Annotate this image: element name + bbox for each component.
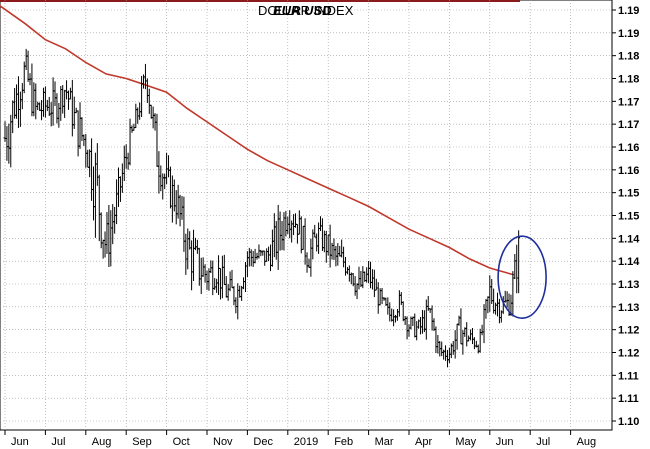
x-tick-label: Aug [577, 436, 597, 448]
y-tick-label: 1.16 [618, 142, 639, 154]
y-tick-label: 1.12 [618, 325, 639, 337]
grid-layer [0, 0, 612, 430]
x-tick-label: Mar [375, 436, 394, 448]
annotation-layer [498, 236, 546, 318]
y-tick-label: 1.13 [618, 279, 639, 291]
y-tick-label: 1.17 [618, 119, 639, 131]
x-tick-label: May [455, 436, 476, 448]
y-tick-label: 1.16 [618, 165, 639, 177]
x-tick-label: Jun [496, 436, 514, 448]
y-tick-label: 1.10 [618, 416, 639, 428]
y-tick-label: 1.12 [618, 348, 639, 360]
y-tick-label: 1.19 [618, 5, 639, 17]
x-tick-label: Sep [132, 436, 152, 448]
x-tick-label: Feb [334, 436, 353, 448]
y-tick-label: 1.19 [618, 28, 639, 40]
price-bars-layer [4, 49, 521, 367]
title-primary: EUR USD [273, 3, 332, 18]
y-tick-label: 1.11 [618, 370, 639, 382]
y-tick-label: 1.14 [618, 233, 640, 245]
y-tick-label: 1.13 [618, 302, 639, 314]
x-tick-label: 2019 [294, 436, 318, 448]
x-tick-label: Dec [253, 436, 273, 448]
moving-average-line [0, 1, 514, 275]
y-tick-label: 1.11 [618, 393, 639, 405]
y-tick-label: 1.18 [618, 74, 639, 86]
y-tick-label: 1.18 [618, 51, 639, 63]
x-tick-label: Nov [213, 436, 233, 448]
annotation-ellipse [498, 236, 546, 318]
x-tick-label: Apr [415, 436, 432, 448]
x-tick-label: Jul [51, 436, 65, 448]
x-tick-label: Jul [536, 436, 550, 448]
x-tick-label: Oct [173, 436, 190, 448]
y-tick-label: 1.17 [618, 96, 639, 108]
x-tick-label: Aug [92, 436, 112, 448]
plot-frame [0, 0, 612, 430]
y-axis: 1.10 1.11 1.11 1.12 1.12 1.13 1.13 1.14 1.14 1.15… [612, 5, 640, 428]
y-tick-label: 1.14 [618, 256, 640, 268]
x-tick-label: Jun [11, 436, 29, 448]
y-tick-label: 1.15 [618, 188, 639, 200]
moving-average-layer [0, 1, 514, 275]
x-axis: Jun Jul Aug Sep Oct Nov Dec 2019 Feb Mar Apr May Jun… [5, 430, 596, 448]
y-tick-label: 1.15 [618, 211, 639, 223]
